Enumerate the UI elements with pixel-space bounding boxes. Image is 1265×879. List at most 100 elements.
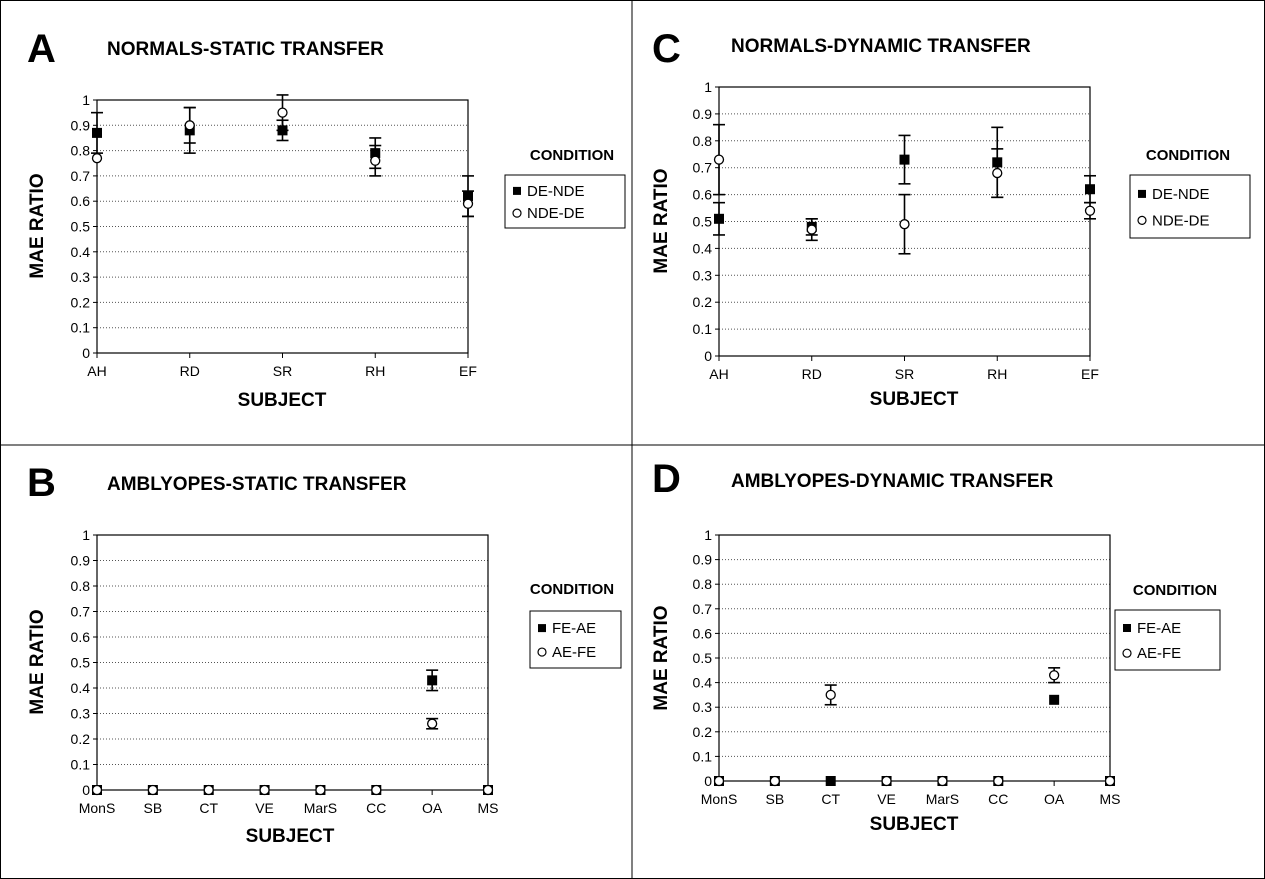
series-ae-fe [713,667,1116,787]
legend-title: CONDITION [1146,147,1230,164]
panel-b: B AMBLYOPES-STATIC TRANSFER 0 0.1 0.2 0.3 0.4 0… [27,461,622,847]
data-point-circle [713,775,725,787]
y-tick-label: 0.6 [71,193,91,209]
data-point-circle [825,689,836,701]
x-tick-label: MonS [701,791,738,807]
y-tick-label: 0.8 [71,143,91,159]
x-tick-label: OA [1044,791,1065,807]
x-tick-label: EF [459,363,477,379]
plot-frame [718,534,1111,782]
panel-letter: A [27,27,56,71]
legend-marker-circle [537,647,547,657]
legend-box [1129,174,1251,239]
data-point-square [427,675,438,686]
panel-title: NORMALS-DYNAMIC TRANSFER [731,36,1031,57]
panel-letter: C [652,27,681,71]
panel-d: D AMBLYOPES-DYNAMIC TRANSFER 0 0.1 0.2 0.3 0.4… [651,457,1221,835]
y-tick-label: 0.7 [693,160,713,176]
legend-marker-square [1123,624,1131,632]
legend-entry: FE-AE [1137,620,1181,637]
panels: A NORMALS-STATIC TRANSFER 0 0.1 0.2 0.3 0.4 0.5… [27,27,1251,847]
y-tick-label: 0.2 [71,294,91,310]
y-tick-label: 0.8 [71,578,91,594]
legend-marker-square [1138,189,1146,198]
y-tick-label: 0.4 [693,240,713,256]
panel-title: AMBLYOPES-DYNAMIC TRANSFER [731,471,1054,492]
y-tick-label: 0.3 [693,267,713,283]
y-tick-label: 0 [82,782,90,798]
series-nde-de [91,94,474,218]
y-tick-label: 0.9 [693,106,713,122]
panel-a: A NORMALS-STATIC TRANSFER 0 0.1 0.2 0.3 0.4 0.5… [27,27,626,411]
y-tick-label: 1 [82,92,90,108]
x-tick-label: MS [1100,791,1121,807]
y-tick-label: 0.5 [71,655,91,671]
x-tick-label: CC [988,791,1008,807]
y-tick-label: 0.9 [71,553,91,569]
y-tick-label: 0.3 [71,706,91,722]
x-axis-label: SUBJECT [870,389,959,410]
x-tick-label: MonS [79,800,116,816]
x-tick-label: SR [273,363,292,379]
legend-marker-circle [1137,215,1147,225]
data-point-square [1085,184,1095,195]
y-tick-label: 0.6 [71,629,91,645]
y-tick-label: 0.8 [693,576,713,592]
data-point-circle [91,784,103,796]
y-tick-label: 0.2 [71,731,91,747]
x-axis-label: SUBJECT [238,390,327,411]
y-tick-label: 0.9 [71,117,91,133]
x-tick-label: MarS [304,800,337,816]
x-tick-label: SB [766,791,785,807]
data-point-square [825,776,836,786]
data-point-circle [1084,205,1096,216]
y-tick-label: 0.8 [693,133,713,149]
panel-c: C NORMALS-DYNAMIC TRANSFER 0 0.1 0.2 0.3 0.4 0.… [651,27,1251,410]
y-tick-label: 1 [704,79,712,95]
legend-title: CONDITION [530,581,614,598]
data-point-circle [371,784,382,796]
y-tick-label: 0.4 [71,680,91,696]
x-tick-label: AH [709,366,728,382]
y-tick-label: 0.1 [71,757,91,773]
panel-letter: D [652,457,681,501]
y-tick-label: 0.4 [71,244,91,260]
x-tick-label: RH [365,363,385,379]
legend-entry: DE-NDE [527,183,585,200]
data-point-circle [259,784,270,796]
legend-title: CONDITION [1133,582,1217,599]
x-tick-label: SR [895,366,914,382]
x-tick-label: EF [1081,366,1099,382]
x-tick-label: RH [987,366,1007,382]
series-fe-ae [92,669,493,795]
legend-marker-circle [512,208,522,218]
y-tick-label: 1 [704,527,712,543]
data-point-circle [147,784,159,796]
x-axis-label: SUBJECT [246,826,335,847]
series-ae-fe [91,717,494,796]
y-tick-label: 0.5 [693,214,713,230]
y-axis-label: MAE RATIO [651,168,672,273]
y-tick-label: 1 [82,527,90,543]
y-tick-label: 0.2 [693,724,713,740]
y-tick-label: 0.2 [693,294,713,310]
x-tick-label: MS [478,800,499,816]
y-tick-label: 0.6 [693,625,713,641]
legend-entry: NDE-DE [1152,212,1210,229]
data-point-circle [806,224,817,235]
x-tick-label: RD [180,363,200,379]
data-point-square [899,154,910,165]
data-point-circle [426,718,438,729]
legend-box [529,610,622,669]
y-axis-label: MAE RATIO [27,609,48,714]
y-tick-label: 0.5 [693,650,713,666]
data-point-circle [277,107,288,118]
legend-entry: FE-AE [552,620,596,637]
data-point-circle [992,167,1003,179]
y-tick-label: 0.5 [71,219,91,235]
data-point-circle [993,775,1004,787]
data-point-circle [937,775,948,787]
data-point-square [714,213,724,224]
x-tick-label: CT [821,791,840,807]
